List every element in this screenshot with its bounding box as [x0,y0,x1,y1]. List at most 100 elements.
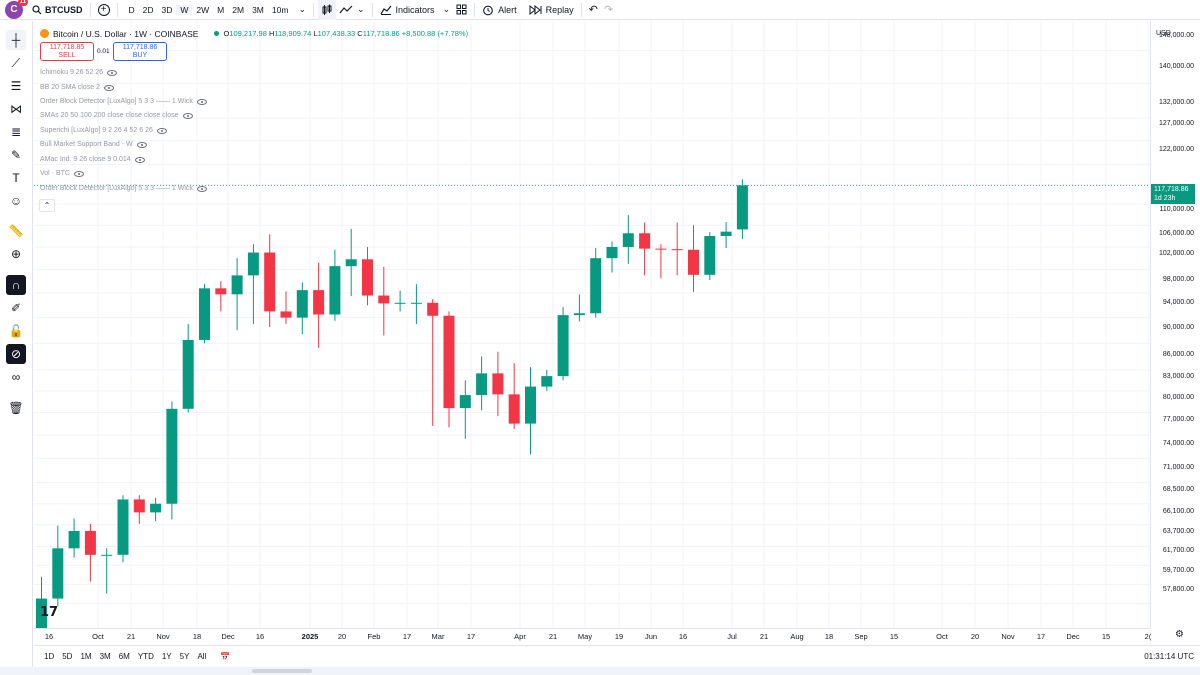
stay-drawing-button[interactable]: ✐ [6,298,26,318]
candle[interactable] [378,266,390,336]
price-axis[interactable]: 148,000.00 140,000.00 132,000.00 127,000.00… [1150,21,1200,628]
eye-icon[interactable] [196,185,207,192]
range-1y[interactable]: 1Y [161,652,172,661]
candle[interactable] [476,356,488,411]
candle[interactable] [36,576,47,628]
sell-button[interactable]: 117,718.85 SELL [40,42,94,61]
candle[interactable] [264,234,276,328]
candle[interactable] [345,228,357,297]
zoom-tool-button[interactable]: ⊕ [6,244,26,264]
range-all[interactable]: All [197,652,207,661]
symbol-search-button[interactable]: BTCUSD [29,0,86,20]
eye-icon[interactable] [182,112,193,119]
timeframe-3m[interactable]: 3M [252,4,264,15]
redo-button[interactable]: ↷ [601,0,616,20]
projection-tool-button[interactable]: ≣ [6,122,26,142]
chart-style-button[interactable]: ⌄ [336,0,368,20]
indicator-item[interactable]: SMAs 20 50 100 200 close close close clo… [40,112,193,119]
time-axis[interactable]: 16 Oct 21 Nov 18 Dec 16 2025 20 Feb 17 Mar 17 Apr 21 Ma… [34,628,1151,644]
eye-icon[interactable] [136,141,147,148]
candle[interactable] [410,284,422,324]
candle[interactable] [688,225,699,292]
indicators-button[interactable]: Indicators ⌄ [377,0,454,20]
timeframe-2m[interactable]: 2M [232,4,245,15]
eye-icon[interactable] [156,127,167,134]
indicator-item[interactable]: Superichi [LuxAlgo] 9 2 26 4 52 6 26 [40,127,167,134]
candle[interactable] [133,495,145,524]
emoji-tool-button[interactable]: ☺ [6,191,26,211]
range-ytd[interactable]: YTD [137,652,154,661]
candle[interactable] [557,307,569,381]
timeframe-10m[interactable]: 10m [271,4,289,15]
eye-icon[interactable] [196,98,207,105]
chart-type-candles-button[interactable] [317,0,336,20]
candle[interactable] [606,241,618,273]
timeframe-dropdown-button[interactable]: ⌄ [295,0,309,20]
alert-button[interactable]: Alert [479,0,520,20]
indicator-item[interactable]: AMac Ind. 9 26 close 9 0.014 [40,156,145,163]
indicator-item[interactable]: BB 20 SMA close 2 [40,84,114,91]
buy-button[interactable]: 117,718.86 BUY [113,42,167,61]
candle[interactable] [231,258,243,331]
candle[interactable] [655,244,667,279]
candle[interactable] [150,497,162,522]
magnet-mode-button[interactable]: ∩ [6,275,26,295]
ruler-tool-button[interactable]: 📏 [6,221,26,241]
timeframe-3d[interactable]: 3D [161,4,173,15]
horizontal-scrollbar[interactable] [0,667,1200,675]
candle[interactable] [525,367,536,455]
eye-icon[interactable] [73,170,84,177]
candle[interactable] [68,518,80,558]
timeframe-m[interactable]: M [217,4,225,15]
crosshair-tool-button[interactable]: ┼ [6,30,26,50]
remove-drawings-button[interactable]: 🗑 [6,398,26,418]
candle[interactable] [280,291,292,324]
timeframe-2w[interactable]: 2W [196,4,210,15]
indicator-item[interactable]: Ichimoku 9 26 52 26 [40,69,118,76]
candle[interactable] [443,311,455,428]
timeframe-2d[interactable]: 2D [142,4,154,15]
chart-pane[interactable] [34,21,1150,628]
candlestick-chart[interactable] [34,21,1150,628]
lock-drawings-button[interactable]: 🔓 [6,321,26,341]
candle[interactable] [590,248,602,318]
candle[interactable] [84,523,96,582]
timeframe-w[interactable]: W [176,4,193,15]
candle[interactable] [313,262,325,348]
clock-display[interactable]: 01:31:14 UTC [1144,652,1194,661]
range-3m[interactable]: 3M [99,652,111,661]
candle[interactable] [199,284,210,344]
hide-drawings-button[interactable]: ⊘ [6,344,26,364]
eye-icon[interactable] [107,69,118,76]
sync-drawings-button[interactable]: ∞ [6,367,26,387]
axis-settings-button[interactable]: ⚙ [1175,629,1184,640]
candle[interactable] [362,246,373,306]
candle[interactable] [427,299,439,426]
candle[interactable] [622,215,634,264]
range-5d[interactable]: 5D [62,652,73,661]
candle[interactable] [52,525,64,607]
layouts-button[interactable] [453,0,470,20]
candle[interactable] [639,222,651,276]
compare-symbol-button[interactable]: + [95,0,113,20]
candle[interactable] [394,290,406,312]
brush-tool-button[interactable]: ✎ [6,145,26,165]
fib-tool-button[interactable]: ☰ [6,76,26,96]
range-1d[interactable]: 1D [44,652,55,661]
indicator-item[interactable]: Order Block Detector [LuxAlgo] 5 3 3 —— … [40,185,207,192]
scrollbar-thumb[interactable] [252,669,312,673]
candle[interactable] [101,548,113,594]
candle[interactable] [492,351,504,417]
trend-line-tool-button[interactable]: ⟋ [6,53,26,73]
undo-button[interactable]: ↶ [586,0,601,20]
candle[interactable] [720,221,732,249]
replay-button[interactable]: Replay [526,0,577,20]
candle[interactable] [541,369,553,391]
candle[interactable] [736,179,748,240]
candle[interactable] [296,282,308,335]
user-avatar[interactable]: C 11 [5,0,28,19]
indicator-item[interactable]: Order Block Detector [LuxAlgo] 5 3 3 —— … [40,98,207,105]
candle[interactable] [215,281,227,312]
candle[interactable] [117,495,129,563]
indicator-item[interactable]: Vol · BTC [40,170,84,177]
